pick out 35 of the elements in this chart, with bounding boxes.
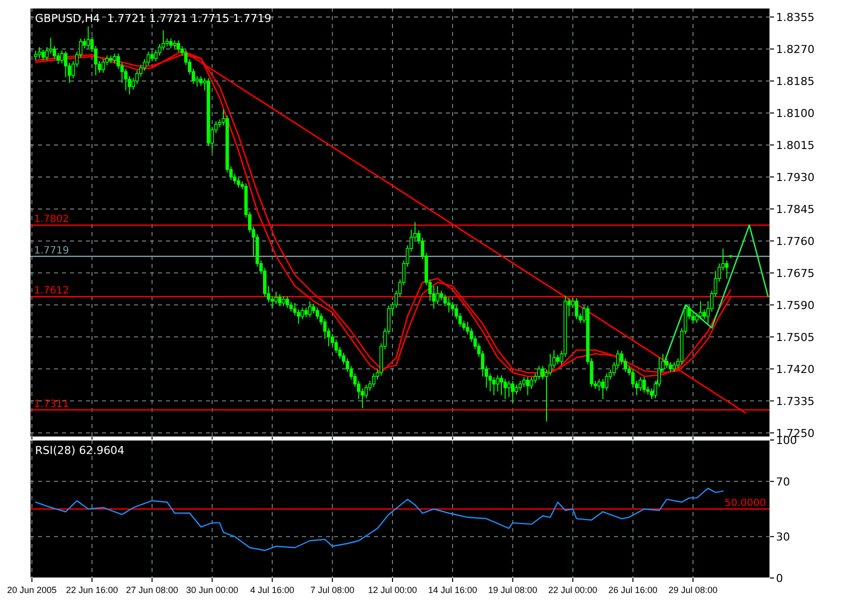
x-tick-label: 22 Jun 16:00 (66, 585, 118, 595)
y-tick-label: 1.7845 (776, 202, 814, 216)
x-tick-label: 12 Jul 00:00 (368, 585, 418, 595)
y-tick-label: 1.8185 (776, 75, 814, 88)
x-tick-label: 19 Jul 08:00 (488, 585, 538, 595)
y-tick-label: 1.7505 (776, 330, 814, 344)
x-tick-label: 29 Jul 08:00 (668, 585, 718, 595)
ref-line-label: 50.0000 (724, 498, 766, 509)
x-tick-label: 26 Jul 16:00 (608, 585, 658, 595)
chart-title: RSI(28) 62.9604 (35, 444, 124, 457)
y-tick-label: 1.7930 (776, 170, 814, 184)
y-tick-label: 1.7675 (776, 266, 814, 280)
x-tick-label: 27 Jun 08:00 (126, 585, 178, 595)
ref-line-label: 1.7719 (34, 245, 69, 256)
y-tick-label: 1.7335 (776, 394, 814, 408)
y-tick-label: 0 (776, 572, 783, 585)
x-tick-label: 4 Jul 16:00 (250, 585, 294, 595)
y-tick-label: 1.7420 (776, 362, 814, 376)
x-tick-label: 22 Jul 00:00 (548, 585, 598, 595)
y-tick-label: 1.7590 (776, 298, 814, 312)
x-tick-label: 20 Jun 2005 (7, 585, 57, 595)
y-tick-label: 1.8015 (776, 138, 814, 152)
x-tick-label: 7 Jul 08:00 (310, 585, 354, 595)
y-tick-label: 30 (776, 530, 790, 544)
ref-line-label: 1.7311 (34, 398, 69, 410)
y-tick-label: 1.8100 (776, 106, 814, 120)
y-tick-label: 1.8270 (776, 43, 814, 56)
y-tick-label: 70 (776, 475, 790, 488)
ref-line-label: 1.7802 (34, 214, 69, 226)
x-tick-label: 30 Jun 00:00 (186, 585, 238, 595)
x-tick-label: 14 Jul 16:00 (428, 585, 478, 595)
y-tick-label: 1.7760 (776, 234, 814, 248)
ref-line-label: 1.7612 (34, 286, 69, 297)
chart-title: GBPUSD,H4 1.7721 1.7721 1.7715 1.7719 (35, 12, 272, 25)
y-tick-label: 1.8355 (776, 11, 814, 24)
